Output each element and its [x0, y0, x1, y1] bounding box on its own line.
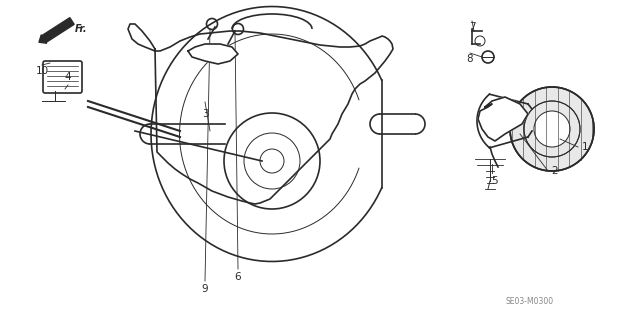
FancyArrow shape: [39, 18, 74, 43]
Circle shape: [510, 87, 594, 171]
Text: 7: 7: [468, 22, 476, 32]
Text: 10: 10: [35, 66, 49, 76]
Text: 3: 3: [202, 109, 208, 119]
Text: 4: 4: [65, 72, 71, 82]
Text: 8: 8: [467, 54, 474, 64]
Circle shape: [534, 111, 570, 147]
Text: Fr.: Fr.: [75, 24, 88, 34]
Text: 9: 9: [202, 284, 208, 294]
Text: 6: 6: [235, 272, 241, 282]
FancyBboxPatch shape: [43, 61, 82, 93]
Text: 1: 1: [582, 142, 588, 152]
Text: 2: 2: [552, 166, 558, 176]
Text: 5: 5: [492, 176, 499, 186]
Polygon shape: [188, 44, 238, 64]
Polygon shape: [478, 97, 528, 141]
Text: SE03-M0300: SE03-M0300: [506, 296, 554, 306]
